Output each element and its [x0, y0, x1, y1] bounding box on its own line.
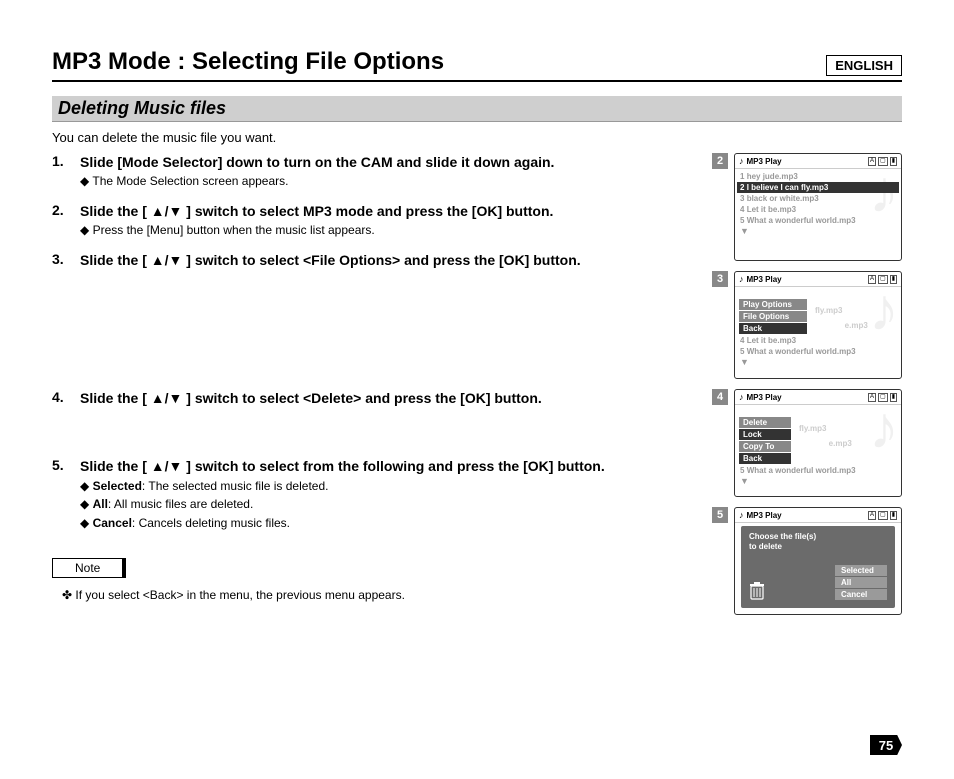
- device-screen: ♪ MP3 Play A▢▮ Choose the file(s) to del…: [734, 507, 902, 615]
- screen-title: MP3 Play: [747, 157, 866, 166]
- screenshots-column: 2 ♪ ♪ MP3 Play A▢▮ 1 hey jude.mp3 2 I be…: [712, 153, 902, 615]
- step-4: Slide the [ ▲/▼ ] switch to select <Dele…: [52, 389, 692, 407]
- step-number-badge: 4: [712, 389, 728, 405]
- menu-item: Lock: [739, 429, 791, 440]
- track-row: 4 Let it be.mp3: [737, 335, 899, 346]
- delete-dialog: Choose the file(s) to delete Selected Al…: [741, 526, 895, 608]
- step-5: Slide the [ ▲/▼ ] switch to select from …: [52, 457, 692, 532]
- music-note-icon: ♪: [739, 510, 744, 520]
- music-note-icon: ♪: [739, 274, 744, 284]
- device-screen: ♪ ♪ MP3 Play A▢▮ fly.mp3 e.mp3 Delete Lo…: [734, 389, 902, 497]
- section-title: Deleting Music files: [52, 96, 902, 122]
- device-screen: ♪ ♪ MP3 Play A▢▮ 1 hey jude.mp3 2 I beli…: [734, 153, 902, 261]
- track-row-selected: 2 I believe I can fly.mp3: [737, 182, 899, 193]
- step-sub: All: All music files are deleted.: [80, 496, 692, 513]
- step-title: Slide the [ ▲/▼ ] switch to select <File…: [80, 251, 692, 269]
- dialog-button-selected: Selected: [835, 565, 887, 576]
- step-title: Slide the [ ▲/▼ ] switch to select <Dele…: [80, 389, 692, 407]
- dialog-button-all: All: [835, 577, 887, 588]
- section-intro: You can delete the music file you want.: [52, 130, 902, 145]
- menu-item: Play Options: [739, 299, 807, 310]
- track-row: 5 What a wonderful world.mp3: [737, 346, 899, 357]
- dialog-text: Choose the file(s) to delete: [749, 532, 887, 553]
- ghost-text: fly.mp3: [799, 424, 826, 433]
- step-sub: Cancel: Cancels deleting music files.: [80, 515, 692, 532]
- instructions-column: Slide [Mode Selector] down to turn on th…: [52, 153, 692, 615]
- ghost-text: e.mp3: [829, 439, 852, 448]
- step-number-badge: 3: [712, 271, 728, 287]
- track-row: 1 hey jude.mp3: [737, 171, 899, 182]
- track-row: 4 Let it be.mp3: [737, 204, 899, 215]
- step-title: Slide [Mode Selector] down to turn on th…: [80, 153, 692, 171]
- music-note-icon: ♪: [739, 392, 744, 402]
- screen-block-3: 3 ♪ ♪ MP3 Play A▢▮ fly.mp3 e.mp3 Play Op…: [712, 271, 902, 379]
- screen-title: MP3 Play: [747, 511, 866, 520]
- step-number-badge: 5: [712, 507, 728, 523]
- page-title: MP3 Mode : Selecting File Options: [52, 48, 444, 76]
- note-text: If you select <Back> in the menu, the pr…: [52, 588, 692, 602]
- step-1: Slide [Mode Selector] down to turn on th…: [52, 153, 692, 190]
- step-sub: The Mode Selection screen appears.: [80, 173, 692, 190]
- menu-item: Back: [739, 453, 791, 464]
- menu-item: Copy To: [739, 441, 791, 452]
- track-row: 5 What a wonderful world.mp3: [737, 215, 899, 226]
- step-sub: Selected: The selected music file is del…: [80, 478, 692, 495]
- screen-title: MP3 Play: [747, 393, 866, 402]
- dialog-button-cancel: Cancel: [835, 589, 887, 600]
- step-title: Slide the [ ▲/▼ ] switch to select MP3 m…: [80, 202, 692, 220]
- track-row: 3 black or white.mp3: [737, 193, 899, 204]
- down-arrow-icon: ▼: [737, 226, 899, 236]
- menu-item: File Options: [739, 311, 807, 322]
- screen-title: MP3 Play: [747, 275, 866, 284]
- down-arrow-icon: ▼: [737, 357, 899, 367]
- step-title: Slide the [ ▲/▼ ] switch to select from …: [80, 457, 692, 475]
- step-2: Slide the [ ▲/▼ ] switch to select MP3 m…: [52, 202, 692, 239]
- track-row: 5 What a wonderful world.mp3: [737, 465, 899, 476]
- ghost-text: e.mp3: [845, 321, 868, 330]
- step-sub: Press the [Menu] button when the music l…: [80, 222, 692, 239]
- menu-item: Back: [739, 323, 807, 334]
- language-badge: ENGLISH: [826, 55, 902, 76]
- screen-block-5: 5 ♪ MP3 Play A▢▮ Choose the file(s) to d…: [712, 507, 902, 615]
- device-screen: ♪ ♪ MP3 Play A▢▮ fly.mp3 e.mp3 Play Opti…: [734, 271, 902, 379]
- ghost-text: fly.mp3: [815, 306, 842, 315]
- note-label: Note: [52, 558, 126, 578]
- music-note-icon: ♪: [739, 156, 744, 166]
- down-arrow-icon: ▼: [737, 476, 899, 486]
- menu-item: Delete: [739, 417, 791, 428]
- status-icons: A▢▮: [868, 511, 897, 520]
- page-number: 75: [870, 735, 902, 755]
- note-section: Note If you select <Back> in the menu, t…: [52, 558, 692, 602]
- screen-block-2: 2 ♪ ♪ MP3 Play A▢▮ 1 hey jude.mp3 2 I be…: [712, 153, 902, 261]
- step-3: Slide the [ ▲/▼ ] switch to select <File…: [52, 251, 692, 269]
- screen-block-4: 4 ♪ ♪ MP3 Play A▢▮ fly.mp3 e.mp3 Delete …: [712, 389, 902, 497]
- step-number-badge: 2: [712, 153, 728, 169]
- trash-icon: [749, 582, 765, 600]
